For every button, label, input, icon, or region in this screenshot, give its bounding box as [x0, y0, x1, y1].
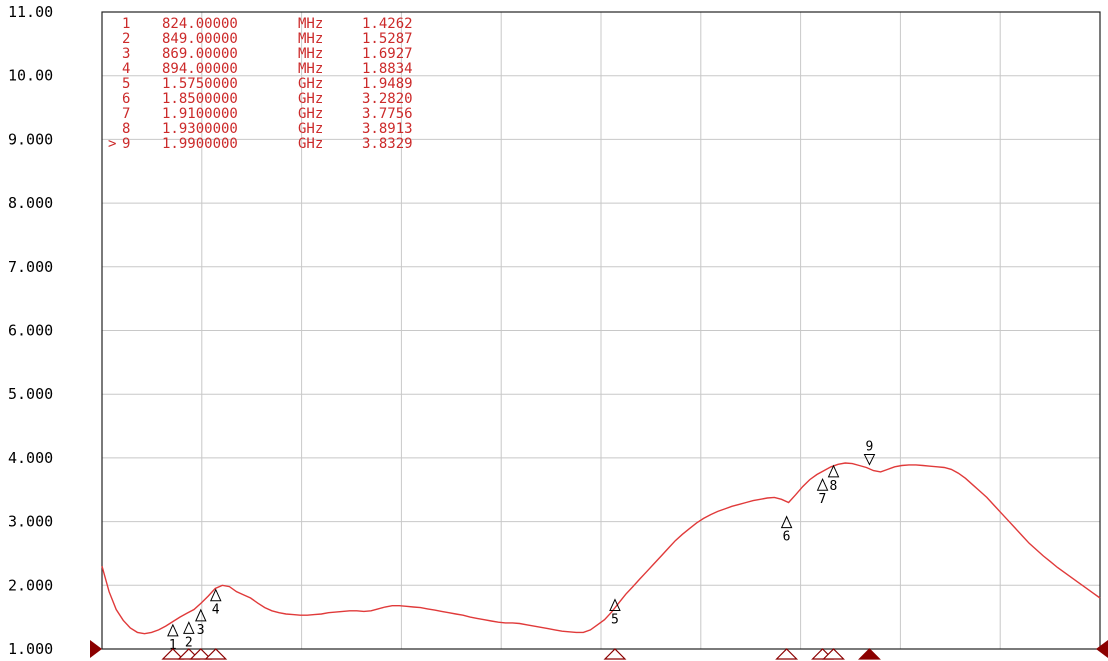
- y-tick-label: 11.00: [8, 3, 53, 21]
- trace-marker-9: 9: [863, 440, 876, 466]
- marker-triangle: [195, 608, 207, 622]
- marker-table-value: 3.8913: [362, 121, 413, 137]
- marker-table-id: 1: [122, 16, 130, 32]
- marker-triangle: [609, 598, 621, 612]
- trace-marker-5: 5: [609, 598, 621, 628]
- y-tick-label: 3.000: [8, 513, 53, 531]
- marker-table-value: 3.7756: [362, 106, 413, 122]
- marker-number: 4: [212, 603, 220, 618]
- marker-table-frequency: 849.00000: [162, 31, 238, 47]
- marker-number: 8: [830, 479, 838, 494]
- marker-number: 2: [185, 635, 193, 650]
- y-tick-label: 7.000: [8, 258, 53, 276]
- bottom-marker-4: [204, 648, 228, 660]
- marker-table-frequency: 1.9900000: [162, 136, 238, 152]
- marker-triangle: [167, 623, 179, 637]
- marker-table-id: 2: [122, 31, 130, 47]
- marker-table-value: 1.4262: [362, 16, 413, 32]
- trace-marker-2: 2: [183, 621, 195, 650]
- y-tick-label: 6.000: [8, 322, 53, 340]
- plot-frame: [101, 11, 1101, 650]
- y-tick-label: 8.000: [8, 194, 53, 212]
- marker-table-value: 3.2820: [362, 91, 413, 107]
- trace-marker-6: 6: [780, 515, 793, 545]
- marker-table-unit: MHz: [298, 31, 323, 47]
- marker-table-unit: MHz: [298, 46, 323, 62]
- grid: [102, 12, 1100, 649]
- marker-table-unit: MHz: [298, 61, 323, 77]
- y-axis-labels: 1.000 2.000 3.000 4.000 5.000 6.000 7.000 8.000…: [8, 3, 53, 658]
- y-tick-label: 10.00: [8, 67, 53, 85]
- marker-number: 1: [169, 638, 177, 653]
- marker-number: 3: [197, 623, 205, 638]
- marker-table-frequency: 1.9100000: [162, 106, 238, 122]
- bottom-marker-6: [775, 648, 799, 660]
- marker-table-prefix: >: [108, 136, 116, 152]
- marker-table-value: 1.9489: [362, 76, 413, 92]
- trace-marker-3: 3: [195, 608, 207, 638]
- y-tick-label: 5.000: [8, 385, 53, 403]
- marker-table-id: 7: [122, 106, 130, 122]
- marker-table-id: 6: [122, 91, 130, 107]
- marker-table-frequency: 1.5750000: [162, 76, 238, 92]
- marker-table-value: 3.8329: [362, 136, 413, 152]
- bottom-marker-5: [603, 648, 627, 660]
- marker-number: 9: [865, 440, 873, 455]
- marker-table-unit: GHz: [298, 76, 323, 92]
- trace-markers: 1 234 5 6 78 9: [167, 440, 876, 653]
- bottom-marker-indicators: [161, 648, 881, 660]
- y-tick-label: 4.000: [8, 449, 53, 467]
- marker-number: 5: [611, 613, 619, 628]
- trace-marker-8: 8: [827, 464, 840, 494]
- marker-number: 6: [783, 530, 791, 545]
- marker-table-frequency: 869.00000: [162, 46, 238, 62]
- marker-triangle: [827, 464, 840, 478]
- marker-table-frequency: 894.00000: [162, 61, 238, 77]
- marker-table-frequency: 1.8500000: [162, 91, 238, 107]
- bottom-marker-8: [822, 648, 845, 660]
- marker-table-id: 3: [122, 46, 130, 62]
- marker-triangle: [863, 454, 876, 466]
- y-tick-label: 1.000: [8, 640, 53, 658]
- marker-number: 7: [819, 492, 827, 507]
- bottom-marker-9: [858, 648, 881, 660]
- marker-table-unit: GHz: [298, 91, 323, 107]
- marker-triangle: [816, 477, 829, 491]
- marker-triangle: [209, 588, 222, 602]
- y-tick-label: 9.000: [8, 130, 53, 148]
- marker-table-id: 5: [122, 76, 130, 92]
- marker-table-unit: MHz: [298, 16, 323, 32]
- marker-table-frequency: 824.00000: [162, 16, 238, 32]
- marker-table-value: 1.6927: [362, 46, 413, 62]
- trace-marker-4: 4: [209, 588, 222, 618]
- marker-triangle: [780, 515, 793, 529]
- marker-table-id: 8: [122, 121, 130, 137]
- marker-triangle: [183, 621, 195, 634]
- marker-table-value: 1.5287: [362, 31, 413, 47]
- bottom-marker-1: [161, 648, 185, 660]
- reference-level-arrow-left: [90, 640, 102, 658]
- trace-line: [101, 462, 1101, 635]
- reference-level-arrow-right: [1096, 640, 1108, 658]
- marker-table-unit: GHz: [298, 136, 323, 152]
- marker-table-value: 1.8834: [362, 61, 413, 77]
- bottom-marker-3: [189, 648, 213, 660]
- y-tick-label: 2.000: [8, 576, 53, 594]
- marker-table-unit: GHz: [298, 106, 323, 122]
- marker-table-id: 4: [122, 61, 130, 77]
- marker-table-unit: GHz: [298, 121, 323, 137]
- marker-table-frequency: 1.9300000: [162, 121, 238, 137]
- trace-marker-7: 7: [816, 477, 829, 507]
- trace-marker-1: 1: [167, 623, 179, 653]
- marker-table-id: 9: [122, 136, 130, 152]
- marker-table: 1 824.00000 MHz 1.4262 2 849.00000 MHz 1.5287 …: [108, 16, 413, 152]
